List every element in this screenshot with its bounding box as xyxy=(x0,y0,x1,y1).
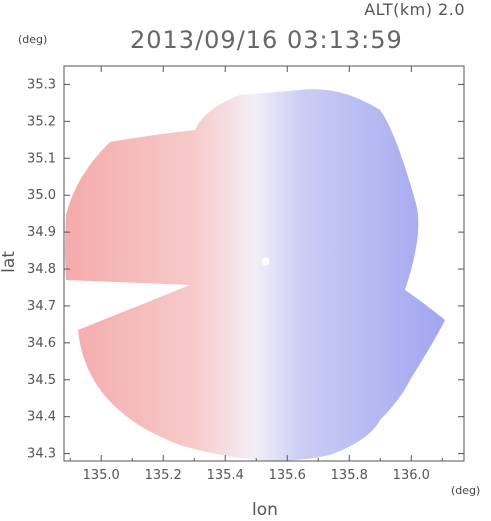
y-tick-label: 34.9 xyxy=(27,225,56,240)
y-tick-label: 34.7 xyxy=(27,299,56,314)
altitude-label: ALT(km) 2.0 xyxy=(364,0,465,19)
y-tick-label: 34.6 xyxy=(27,336,56,351)
x-tick-label: 135.4 xyxy=(207,468,244,483)
y-tick-label: 34.4 xyxy=(27,410,56,425)
y-tick-label: 34.5 xyxy=(27,373,56,388)
y-tick-label: 34.3 xyxy=(27,447,56,462)
chart-title: 2013/09/16 03:13:59 xyxy=(130,26,403,54)
x-tick-label: 135.0 xyxy=(83,468,120,483)
x-axis-label: lon xyxy=(252,500,278,520)
y-tick-label: 35.0 xyxy=(27,188,56,203)
x-unit-label: (deg) xyxy=(451,484,481,497)
plot-frame xyxy=(63,65,465,462)
radar-site-marker xyxy=(261,257,270,266)
x-tick-label: 136.0 xyxy=(393,468,430,483)
axis-ticks: 135.0 135.2 135.4 135.6 135.8 136.0 34.3 34.4 34… xyxy=(27,66,464,483)
y-tick-label: 34.8 xyxy=(27,262,56,277)
y-tick-label: 35.1 xyxy=(27,151,56,166)
plot-area xyxy=(65,89,445,461)
x-tick-label: 135.8 xyxy=(331,468,368,483)
radar-velocity-field xyxy=(65,89,445,461)
x-tick-label: 135.2 xyxy=(145,468,182,483)
y-tick-label: 35.2 xyxy=(27,114,56,129)
y-tick-label: 35.3 xyxy=(27,77,56,92)
y-unit-label: (deg) xyxy=(18,33,48,46)
x-tick-label: 135.6 xyxy=(269,468,306,483)
